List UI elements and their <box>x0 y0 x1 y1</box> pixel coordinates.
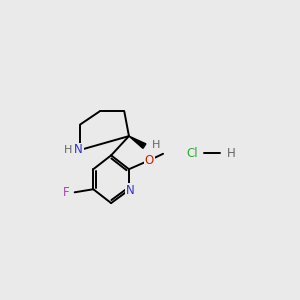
Text: F: F <box>63 186 69 199</box>
Text: H: H <box>152 140 160 150</box>
Text: Cl: Cl <box>186 146 198 160</box>
Polygon shape <box>129 136 146 148</box>
Text: N: N <box>126 184 135 196</box>
Text: H: H <box>64 145 72 155</box>
Text: H: H <box>227 146 236 160</box>
Text: O: O <box>145 154 154 167</box>
Text: N: N <box>74 143 83 157</box>
